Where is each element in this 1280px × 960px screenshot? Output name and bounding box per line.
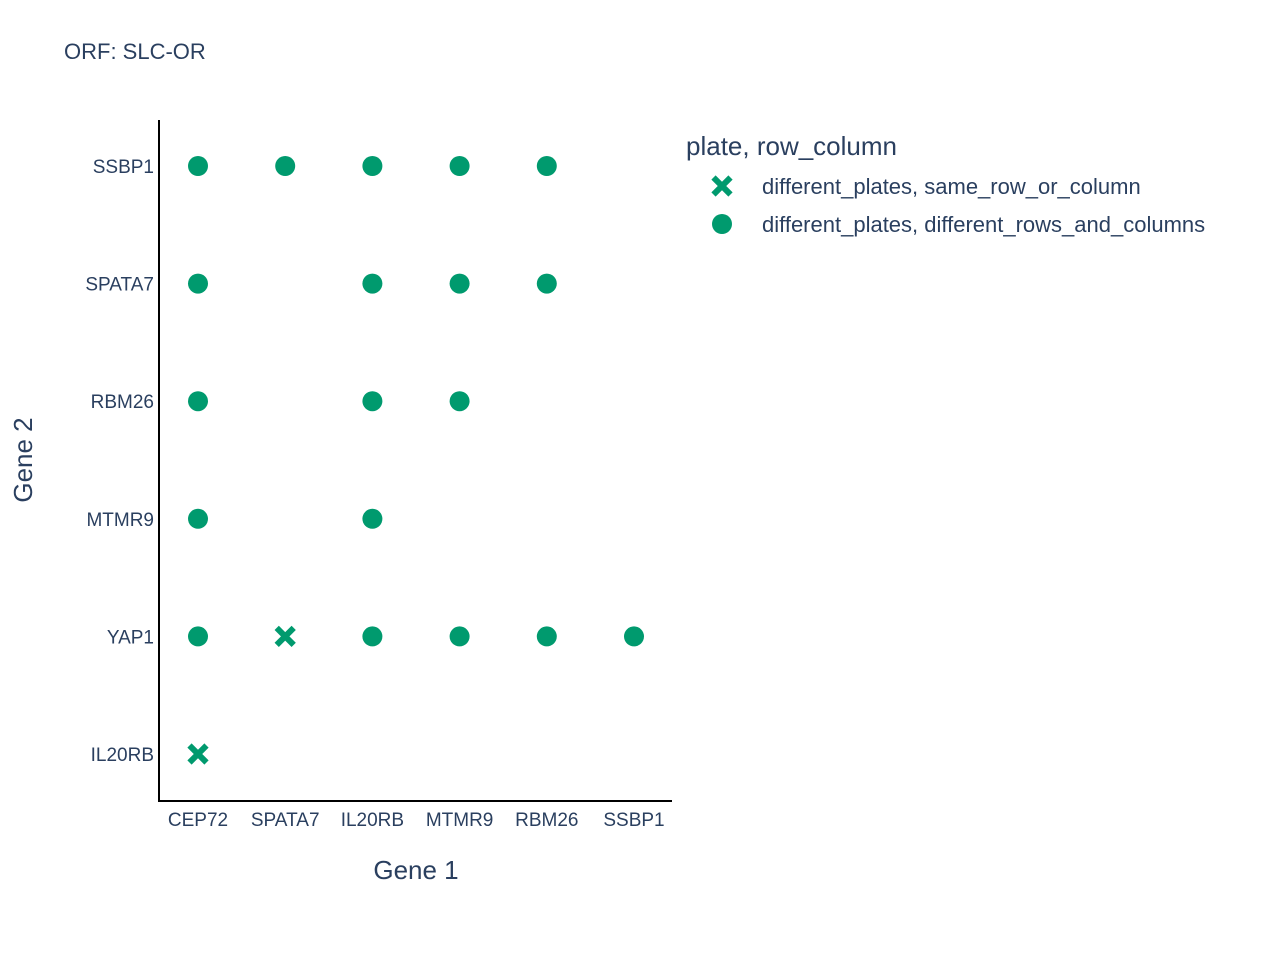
point-cep72-spata7 (188, 273, 208, 294)
x-tick-mtmr9: MTMR9 (426, 810, 494, 831)
y-axis-title: Gene 2 (8, 417, 38, 502)
y-tick-ssbp1: SSBP1 (93, 157, 154, 178)
point-rbm26-spata7 (536, 273, 557, 294)
x-tick-spata7: SPATA7 (251, 810, 320, 831)
chart-title: ORF: SLC-OR (64, 39, 206, 64)
y-tick-mtmr9: MTMR9 (86, 510, 154, 531)
point-il20rb-rbm26 (362, 391, 383, 412)
x-axis-title: Gene 1 (373, 855, 458, 885)
point-mtmr9-spata7 (449, 273, 470, 294)
legend-x-marker (711, 175, 733, 197)
y-tick-il20rb: IL20RB (91, 745, 154, 766)
point-cep72-yap1 (188, 626, 208, 647)
y-tick-spata7: SPATA7 (85, 275, 154, 296)
point-il20rb-yap1 (362, 626, 383, 647)
legend-item-different-rows-and-columns[interactable]: different_plates, different_rows_and_col… (712, 212, 1205, 237)
point-il20rb-ssbp1 (362, 156, 383, 176)
point-ssbp1-yap1 (624, 626, 644, 647)
x-tick-il20rb: IL20RB (341, 810, 404, 831)
point-cep72-rbm26 (188, 391, 208, 412)
point-mtmr9-yap1 (449, 626, 470, 647)
legend-circle-marker (712, 214, 732, 234)
legend-item-same-row-or-column[interactable]: different_plates, same_row_or_column (711, 174, 1141, 199)
y-tick-rbm26: RBM26 (91, 392, 154, 413)
data-points (187, 156, 644, 765)
x-tick-ssbp1: SSBP1 (603, 810, 664, 831)
point-cep72-il20rb (187, 743, 209, 765)
legend-title: plate, row_column (686, 131, 897, 161)
point-spata7-ssbp1 (275, 156, 296, 176)
point-rbm26-ssbp1 (536, 156, 557, 176)
point-mtmr9-rbm26 (449, 391, 470, 412)
x-tick-labels: CEP72 SPATA7 IL20RB MTMR9 RBM26 SSBP1 (168, 810, 665, 831)
y-tick-labels: IL20RB YAP1 MTMR9 RBM26 SPATA7 SSBP1 (85, 157, 154, 766)
point-mtmr9-ssbp1 (449, 156, 470, 176)
point-spata7-yap1 (274, 625, 296, 648)
legend-label: different_plates, same_row_or_column (762, 174, 1141, 199)
x-tick-rbm26: RBM26 (515, 810, 578, 831)
point-il20rb-spata7 (362, 273, 383, 294)
legend[interactable]: plate, row_column different_plates, same… (686, 131, 1205, 237)
x-tick-cep72: CEP72 (168, 810, 228, 831)
legend-label: different_plates, different_rows_and_col… (762, 212, 1205, 237)
y-tick-yap1: YAP1 (107, 627, 154, 648)
point-cep72-mtmr9 (188, 508, 208, 529)
point-rbm26-yap1 (536, 626, 557, 647)
point-il20rb-mtmr9 (362, 508, 383, 529)
point-cep72-ssbp1 (188, 156, 208, 176)
